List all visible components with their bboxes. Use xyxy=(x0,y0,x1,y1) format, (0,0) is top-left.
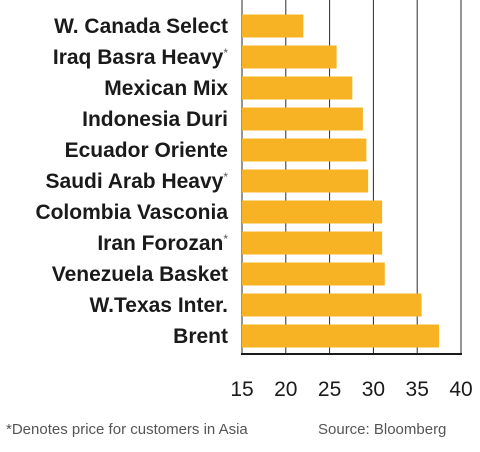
category-label: W.Texas Inter. xyxy=(90,294,229,317)
category-label: Mexican Mix xyxy=(104,77,228,100)
x-tick-label: 35 xyxy=(406,378,429,401)
bar xyxy=(242,262,385,286)
asterisk-mark: * xyxy=(223,46,228,60)
bar xyxy=(242,107,363,131)
category-label-text: Indonesia Duri xyxy=(82,108,228,131)
category-label-text: Iraq Basra Heavy xyxy=(53,46,224,69)
bar xyxy=(242,324,440,348)
category-label: Indonesia Duri xyxy=(82,108,228,131)
category-label-text: Brent xyxy=(173,325,228,348)
x-tick-label: 20 xyxy=(274,378,297,401)
category-label: Colombia Vasconia xyxy=(35,201,228,224)
x-tick-label: 40 xyxy=(449,378,472,401)
source-note: Source: Bloomberg xyxy=(318,421,447,438)
category-label-text: W. Canada Select xyxy=(54,15,228,38)
bar xyxy=(242,293,422,317)
category-label-text: W.Texas Inter. xyxy=(90,294,229,317)
x-tick-label: 30 xyxy=(362,378,385,401)
category-label: Ecuador Oriente xyxy=(65,139,228,162)
bar xyxy=(242,138,367,162)
category-label-text: Iran Forozan xyxy=(97,232,223,255)
bar xyxy=(242,169,369,193)
category-label: Iran Forozan* xyxy=(97,232,228,255)
footnote: *Denotes price for customers in Asia xyxy=(6,421,248,438)
asterisk-mark: * xyxy=(223,170,228,184)
category-label: Brent xyxy=(173,325,228,348)
category-label: Saudi Arab Heavy* xyxy=(46,170,229,193)
bar xyxy=(242,76,353,100)
category-label: Iraq Basra Heavy* xyxy=(53,46,228,69)
category-label-text: Ecuador Oriente xyxy=(65,139,228,162)
category-label-text: Venezuela Basket xyxy=(52,263,228,286)
bar xyxy=(242,231,383,255)
category-label: W. Canada Select xyxy=(54,15,228,38)
asterisk-mark: * xyxy=(223,232,228,246)
x-tick-label: 15 xyxy=(230,378,253,401)
category-label-text: Saudi Arab Heavy xyxy=(46,170,224,193)
category-label: Venezuela Basket xyxy=(52,263,228,286)
x-tick-label: 25 xyxy=(318,378,341,401)
bar xyxy=(242,45,337,69)
bar xyxy=(242,200,383,224)
category-label-text: Colombia Vasconia xyxy=(35,201,228,224)
bar xyxy=(242,14,304,38)
category-label-text: Mexican Mix xyxy=(104,77,228,100)
